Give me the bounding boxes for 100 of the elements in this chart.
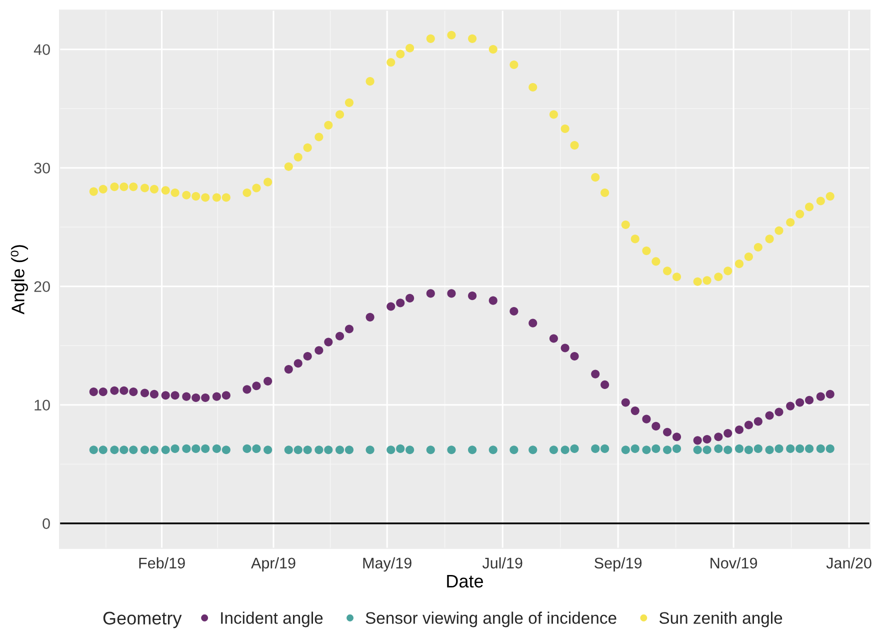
point	[303, 352, 312, 361]
point	[734, 425, 744, 434]
point	[734, 444, 744, 453]
point	[170, 188, 180, 198]
point	[182, 444, 191, 453]
point	[386, 58, 396, 67]
point	[396, 444, 405, 453]
point	[344, 324, 354, 334]
point	[724, 429, 732, 438]
legend-label: Sun zenith angle	[659, 612, 782, 628]
point	[805, 202, 814, 212]
point	[129, 388, 138, 396]
y-tick-label: 10	[34, 400, 50, 411]
x-tick-label: Jul/19	[482, 557, 522, 569]
point	[110, 182, 119, 192]
point	[672, 272, 682, 282]
point	[406, 294, 414, 302]
point	[591, 370, 600, 378]
point	[816, 196, 825, 206]
point	[765, 411, 774, 420]
point	[652, 444, 660, 453]
point	[744, 252, 753, 262]
point	[663, 428, 672, 436]
point	[510, 60, 518, 70]
point	[724, 266, 732, 276]
point	[344, 98, 354, 107]
point	[324, 338, 333, 346]
y-axis-title: Angle (⁰)	[10, 245, 28, 314]
point	[560, 344, 570, 352]
point	[284, 446, 293, 454]
point	[765, 446, 774, 454]
point	[110, 386, 119, 395]
point	[702, 434, 712, 444]
point	[252, 444, 261, 453]
legend-title: Geometry	[103, 612, 182, 628]
point	[222, 193, 230, 202]
point	[242, 444, 252, 453]
y-tick-label: 0	[42, 518, 50, 530]
y-tick-label: 30	[34, 162, 50, 174]
point	[447, 446, 456, 454]
point	[642, 246, 651, 256]
point	[652, 257, 660, 266]
point	[396, 50, 405, 58]
point	[796, 210, 804, 218]
point	[447, 30, 456, 40]
point	[621, 220, 630, 230]
point	[630, 406, 640, 416]
point	[222, 446, 230, 454]
point	[294, 446, 302, 454]
point	[468, 292, 477, 300]
point	[774, 408, 784, 416]
y-tick-label: 40	[34, 44, 50, 56]
point	[150, 390, 159, 398]
point	[744, 420, 753, 430]
point	[366, 77, 374, 86]
point	[560, 446, 570, 454]
point	[252, 382, 261, 390]
point	[182, 392, 191, 401]
point	[222, 391, 230, 400]
point	[303, 446, 312, 454]
point	[591, 444, 600, 453]
point	[98, 446, 108, 454]
point	[98, 388, 108, 396]
point	[714, 444, 723, 453]
point	[600, 444, 610, 453]
point	[396, 298, 405, 308]
point	[672, 444, 682, 453]
point	[702, 446, 712, 454]
point	[600, 380, 610, 389]
point	[284, 365, 293, 374]
point	[672, 432, 682, 442]
point	[150, 184, 159, 194]
point	[734, 260, 744, 268]
point	[826, 444, 834, 453]
point	[774, 444, 784, 453]
point	[447, 289, 456, 298]
point	[630, 444, 640, 453]
point	[805, 444, 814, 453]
point	[284, 162, 293, 171]
point	[386, 302, 396, 311]
point	[335, 110, 344, 119]
point	[663, 446, 672, 454]
point	[744, 446, 753, 454]
x-tick-label: Apr/19	[251, 557, 296, 572]
x-tick-label: Sep/19	[594, 557, 642, 572]
point	[621, 446, 630, 454]
point	[693, 277, 702, 286]
point	[110, 446, 119, 454]
point	[570, 352, 579, 361]
point	[468, 446, 477, 454]
point	[786, 218, 795, 227]
point	[426, 34, 435, 43]
point	[663, 266, 672, 276]
point	[89, 446, 98, 454]
point	[201, 393, 210, 402]
point	[702, 276, 712, 285]
point	[786, 402, 795, 410]
point	[252, 184, 261, 192]
point	[754, 242, 762, 252]
x-tick-label: May/19	[363, 557, 412, 572]
